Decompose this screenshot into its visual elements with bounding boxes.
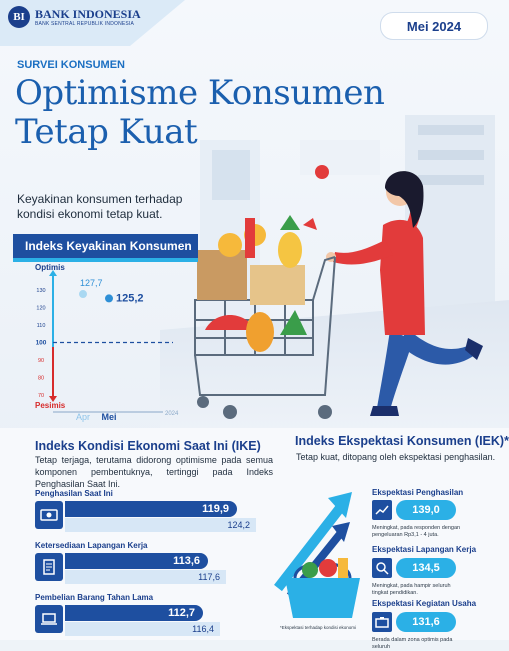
iek-item-note: Meningkat, pada hampir seluruh tingkat p… bbox=[372, 583, 451, 596]
ike-item-label: Penghasilan Saat Ini bbox=[35, 489, 113, 498]
lead-text: Keyakinan konsumen terhadap kondisi ekon… bbox=[17, 192, 183, 221]
laptop-icon bbox=[35, 605, 63, 633]
axis-arrow-down bbox=[49, 396, 57, 402]
y-tick-label: 110 bbox=[37, 323, 46, 329]
title-line-1: Optimisme Konsumen bbox=[15, 73, 385, 113]
pesimis-label: Pesimis bbox=[35, 401, 66, 410]
ike-previous-bar: 117,6 bbox=[65, 570, 226, 584]
ikk-point-mei bbox=[105, 294, 113, 303]
ike-item-label: Ketersediaan Lapangan Kerja bbox=[35, 541, 148, 550]
x-tick-label-mei: Mei bbox=[101, 412, 116, 422]
axis-arrow-up bbox=[49, 270, 57, 276]
ike-item-label: Pembelian Barang Tahan Lama bbox=[35, 593, 154, 602]
ike-title: Indeks Kondisi Ekonomi Saat Ini (IKE) bbox=[35, 439, 261, 453]
ikk-point-apr bbox=[79, 290, 87, 299]
iek-item-label: Ekspektasi Penghasilan bbox=[372, 488, 464, 497]
job-document-icon bbox=[35, 553, 63, 581]
y-tick-label: 80 bbox=[38, 376, 44, 382]
ike-previous-bar: 116,4 bbox=[65, 622, 220, 636]
job-search-icon bbox=[372, 558, 392, 578]
shopper-with-cart-illustration bbox=[194, 165, 483, 419]
basket-growth-illustration: *Ekspektasi terhadap kondisi ekonomi bbox=[274, 492, 360, 630]
y-tick-label: 130 bbox=[36, 288, 45, 294]
year-label: 2024 bbox=[165, 411, 179, 417]
ikk-value-label-mei: 125,2 bbox=[116, 292, 144, 304]
y-tick-label: 120 bbox=[36, 306, 45, 312]
survey-kicker: SURVEI KONSUMEN bbox=[17, 59, 125, 71]
iek-description: Tetap kuat, ditopang oleh ekspektasi pen… bbox=[296, 452, 496, 462]
iek-item-note: Berada dalam zona optimis pada seluruh bbox=[372, 637, 453, 650]
iek-footnote: *Ekspektasi terhadap kondisi ekonomi bbox=[280, 625, 356, 630]
money-icon bbox=[35, 501, 63, 529]
iek-item-label: Ekspektasi Lapangan Kerja bbox=[372, 545, 477, 554]
ikk-chart-header-accent bbox=[13, 258, 198, 262]
iek-item-label: Ekspektasi Kegiatan Usaha bbox=[372, 599, 477, 608]
ike-current-bar: 119,9 bbox=[65, 501, 237, 517]
iek-item-note: Meningkat, pada responden dengan pengelu… bbox=[372, 525, 461, 538]
period-badge: Mei 2024 bbox=[380, 12, 488, 40]
x-tick-label-apr: Apr bbox=[76, 412, 90, 422]
y-tick-label: 70 bbox=[38, 393, 44, 399]
iek-value-pill: 131,6 bbox=[396, 612, 456, 632]
ike-previous-bar: 124,2 bbox=[65, 518, 256, 532]
iek-title: Indeks Ekspektasi Konsumen (IEK)* bbox=[295, 434, 509, 448]
ikk-value-label-apr: 127,7 bbox=[80, 278, 103, 288]
ike-current-bar: 113,6 bbox=[65, 553, 208, 569]
ike-list: Penghasilan Saat Ini 119,9 124,2 Keterse… bbox=[35, 489, 256, 636]
income-up-icon bbox=[372, 500, 392, 520]
bank-logo: BI BANK INDONESIA BANK SENTRAL REPUBLIK … bbox=[8, 6, 141, 28]
ike-description: Tetap terjaga, terutama didorong optimis… bbox=[35, 455, 273, 489]
ike-current-bar: 112,7 bbox=[65, 605, 203, 621]
optimis-label: Optimis bbox=[35, 263, 65, 272]
iek-value-pill: 139,0 bbox=[396, 500, 456, 520]
bank-subtitle: BANK SENTRAL REPUBLIK INDONESIA bbox=[35, 20, 135, 27]
bi-logo-icon: BI bbox=[8, 6, 30, 28]
iek-value-pill: 134,5 bbox=[396, 558, 456, 578]
bank-name: BANK INDONESIA bbox=[35, 6, 141, 21]
page-title: Optimisme Konsumen Tetap Kuat bbox=[15, 73, 385, 152]
title-line-2: Tetap Kuat bbox=[15, 112, 198, 152]
business-icon bbox=[372, 612, 392, 632]
y-tick-label: 100 bbox=[36, 340, 47, 347]
ikk-chart-header: Indeks Keyakinan Konsumen bbox=[13, 234, 198, 258]
ikk-chart: Optimis Pesimis 2024 130120110100908070 … bbox=[35, 263, 179, 422]
iek-list: Ekspektasi Penghasilan 139,0 Meningkat, … bbox=[372, 488, 504, 650]
y-tick-label: 90 bbox=[38, 358, 44, 364]
